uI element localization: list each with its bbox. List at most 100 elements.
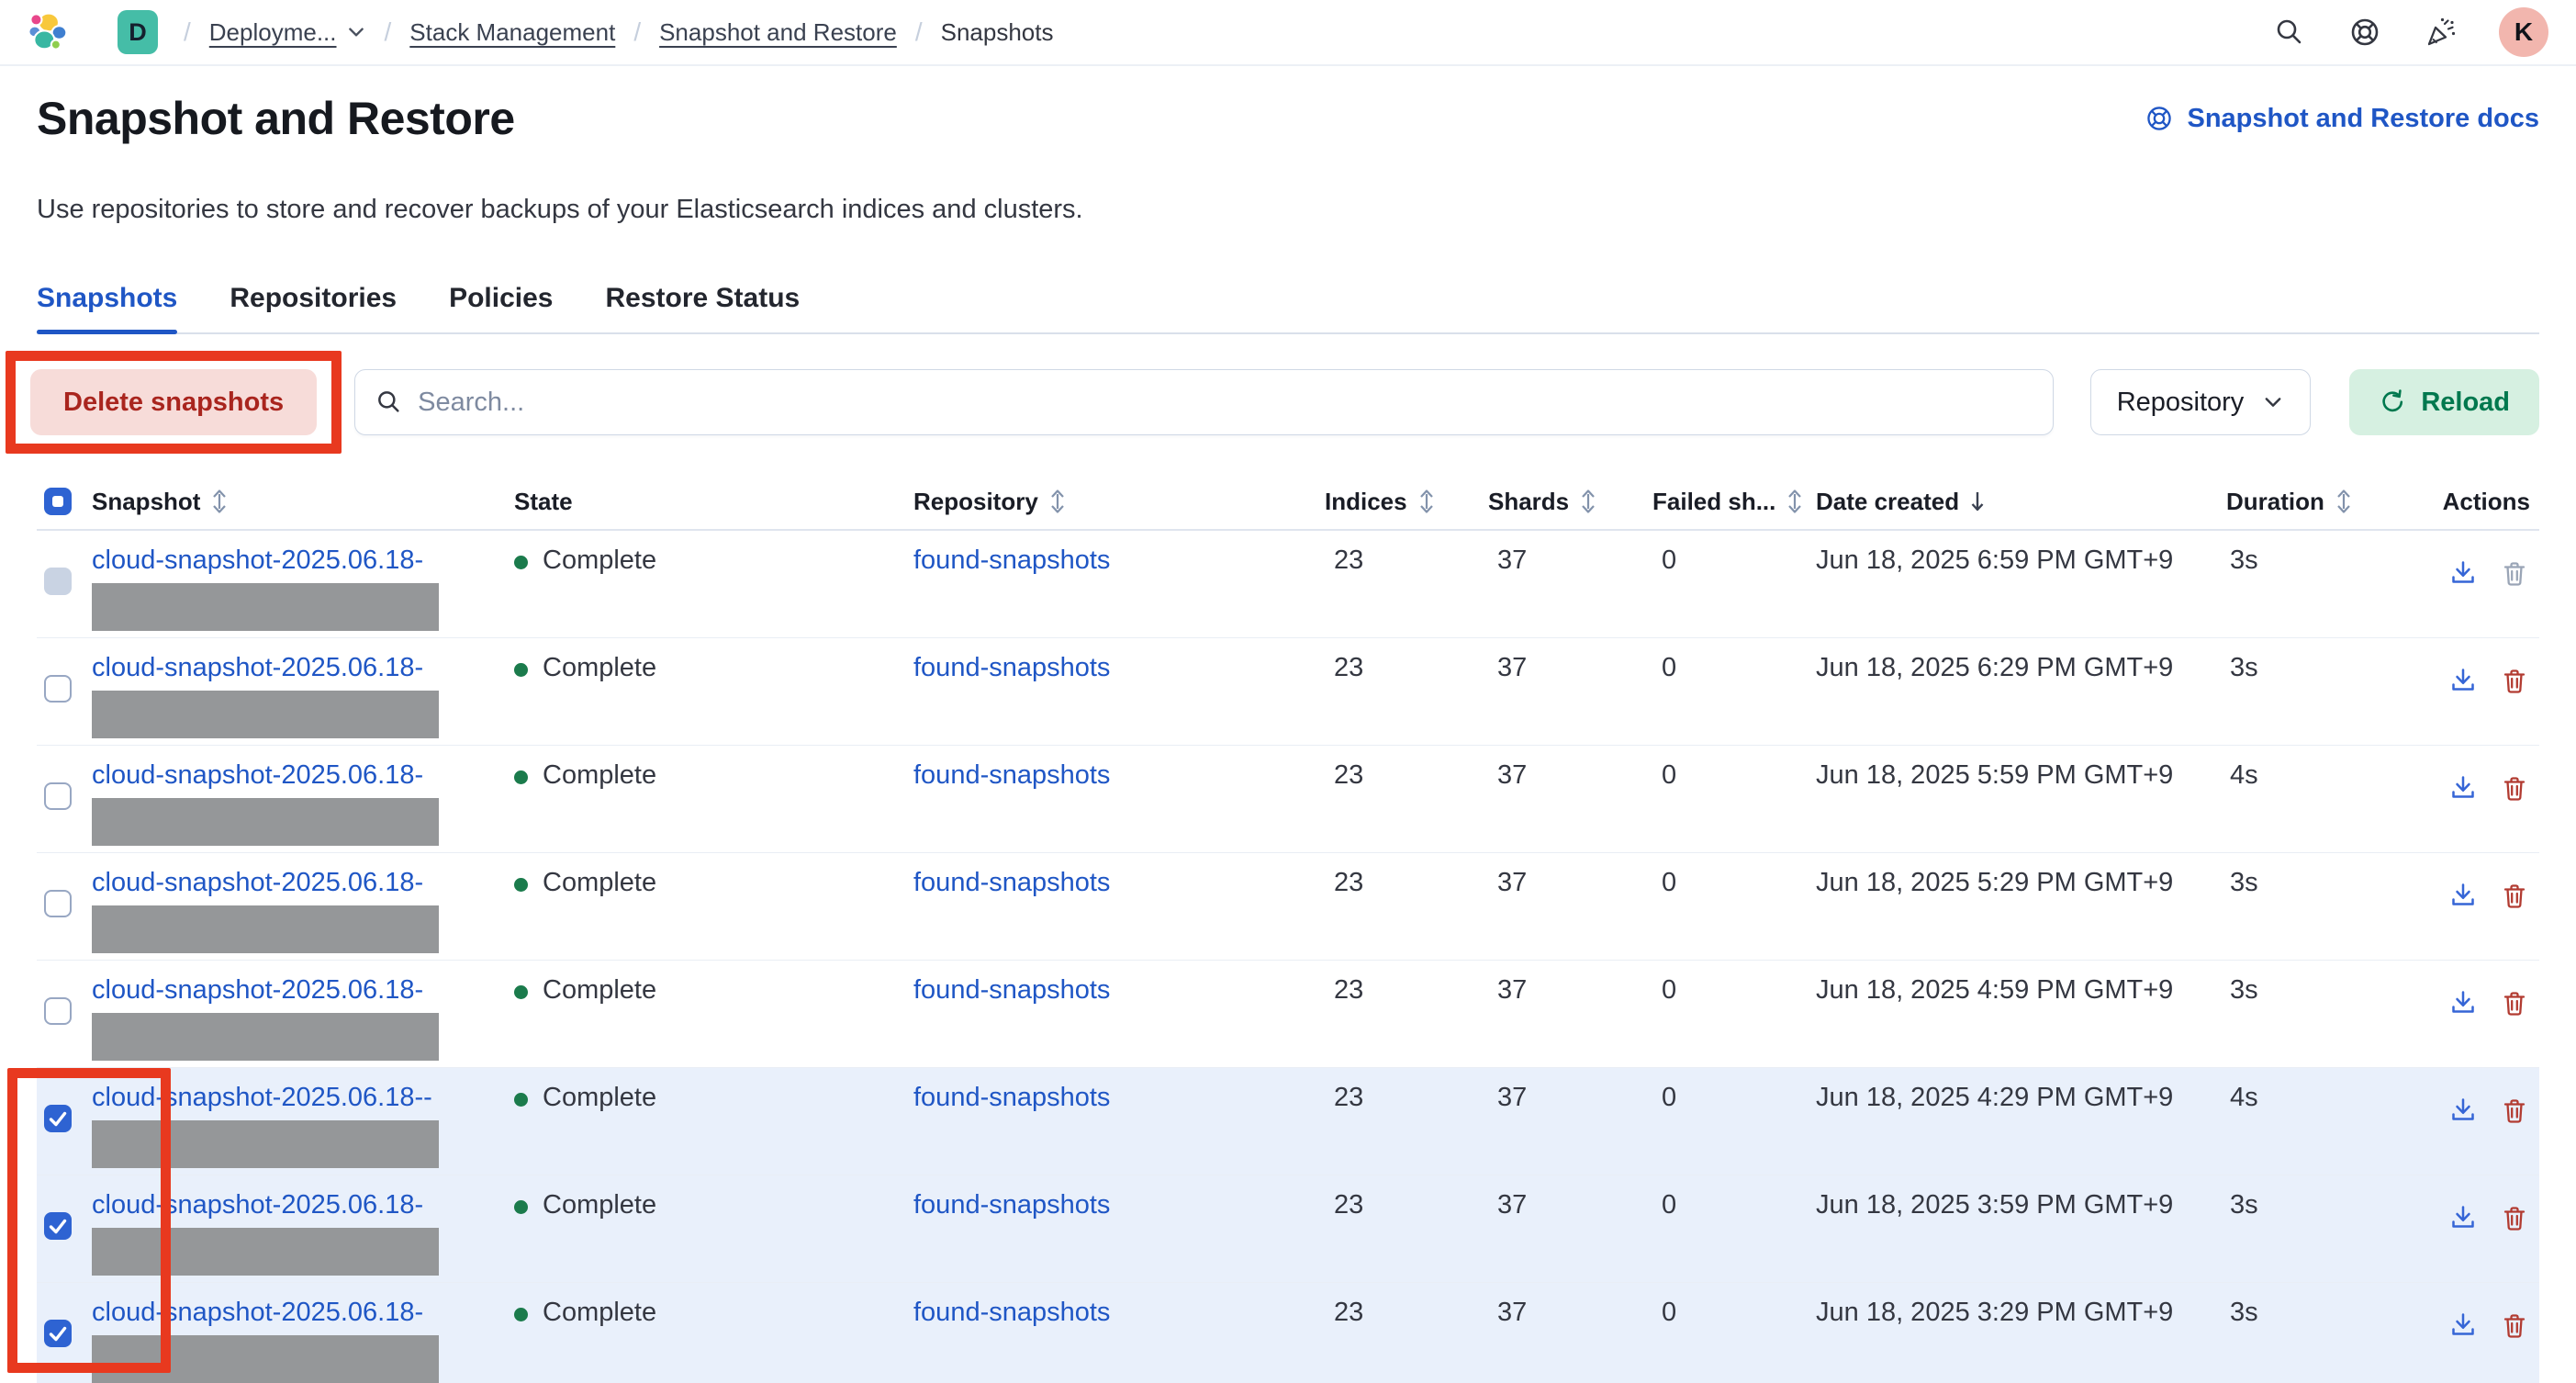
row-checkbox[interactable] — [44, 568, 72, 595]
table-row: cloud-snapshot-2025.06.18- Complete foun… — [37, 961, 2539, 1068]
redaction-bar — [92, 691, 439, 738]
repository-link[interactable]: found-snapshots — [913, 868, 1111, 897]
breadcrumb-separator: / — [914, 17, 923, 46]
state-cell: Complete — [514, 746, 913, 852]
row-checkbox-cell — [37, 961, 92, 1067]
column-header-indices[interactable]: Indices — [1325, 488, 1488, 516]
actions-cell — [2442, 1068, 2539, 1175]
column-header-shards[interactable]: Shards — [1488, 488, 1652, 516]
delete-snapshot-icon[interactable] — [2499, 666, 2530, 697]
column-label: Failed sh... — [1652, 487, 1776, 515]
repository-filter-dropdown[interactable]: Repository — [2089, 369, 2312, 435]
delete-snapshot-icon[interactable] — [2499, 1310, 2530, 1342]
repository-link[interactable]: found-snapshots — [913, 760, 1111, 790]
column-header-duration[interactable]: Duration — [2226, 488, 2442, 516]
breadcrumb-deployment[interactable]: Deployme... — [209, 18, 366, 47]
reload-button[interactable]: Reload — [2349, 369, 2539, 435]
search-input[interactable] — [354, 369, 2054, 435]
delete-snapshot-icon[interactable] — [2499, 988, 2530, 1019]
repository-link[interactable]: found-snapshots — [913, 1190, 1111, 1220]
delete-snapshot-icon[interactable] — [2499, 1203, 2530, 1234]
docs-link[interactable]: Snapshot and Restore docs — [2145, 104, 2539, 134]
state-label: Complete — [543, 1190, 657, 1220]
delete-snapshots-button[interactable]: Delete snapshots — [30, 369, 318, 435]
breadcrumb-snapshots: Snapshots — [940, 17, 1054, 46]
select-all-checkbox[interactable] — [44, 488, 72, 515]
deployment-badge[interactable]: D — [118, 10, 158, 54]
failed-shards-cell: 0 — [1662, 1083, 1677, 1112]
indices-cell: 23 — [1334, 1298, 1364, 1327]
redaction-bar — [92, 798, 439, 846]
snapshot-link[interactable]: cloud-snapshot-2025.06.18- — [92, 545, 424, 575]
sort-both-icon — [1788, 489, 1802, 513]
row-checkbox[interactable] — [44, 890, 72, 917]
row-checkbox[interactable] — [44, 1212, 72, 1240]
download-snapshot-icon[interactable] — [2447, 881, 2479, 912]
search-icon[interactable] — [2273, 16, 2306, 49]
sort-both-icon — [1419, 489, 1433, 513]
repository-cell: found-snapshots — [913, 961, 1325, 1067]
tab-snapshots[interactable]: Snapshots — [37, 283, 178, 334]
table-row: cloud-snapshot-2025.06.18- Complete foun… — [37, 1283, 2539, 1383]
snapshot-link[interactable]: cloud-snapshot-2025.06.18- — [92, 868, 424, 897]
delete-snapshot-icon[interactable] — [2499, 558, 2530, 590]
date-created-cell: Jun 18, 2025 5:59 PM GMT+9 — [1816, 760, 2174, 790]
delete-snapshot-icon[interactable] — [2499, 773, 2530, 804]
snapshot-link[interactable]: cloud-snapshot-2025.06.18- — [92, 653, 424, 682]
download-snapshot-icon[interactable] — [2447, 1096, 2479, 1127]
download-snapshot-icon[interactable] — [2447, 1310, 2479, 1342]
repository-link[interactable]: found-snapshots — [913, 545, 1111, 575]
download-snapshot-icon[interactable] — [2447, 666, 2479, 697]
column-header-date-created[interactable]: Date created — [1816, 488, 2226, 516]
indices-cell: 23 — [1334, 868, 1364, 897]
user-avatar[interactable]: K — [2499, 7, 2548, 57]
row-checkbox[interactable] — [44, 675, 72, 703]
failed-shards-cell: 0 — [1662, 653, 1677, 682]
failed-shards-cell: 0 — [1662, 1190, 1677, 1220]
duration-cell: 3s — [2230, 975, 2258, 1005]
snapshot-link[interactable]: cloud-snapshot-2025.06.18- — [92, 1298, 424, 1327]
row-checkbox[interactable] — [44, 782, 72, 810]
repository-link[interactable]: found-snapshots — [913, 1298, 1111, 1327]
download-snapshot-icon[interactable] — [2447, 1203, 2479, 1234]
download-snapshot-icon[interactable] — [2447, 773, 2479, 804]
snapshot-link[interactable]: cloud-snapshot-2025.06.18- — [92, 975, 424, 1005]
table-row: cloud-snapshot-2025.06.18- Complete foun… — [37, 853, 2539, 961]
delete-snapshot-icon[interactable] — [2499, 1096, 2530, 1127]
download-snapshot-icon[interactable] — [2447, 558, 2479, 590]
page-title: Snapshot and Restore — [37, 93, 515, 144]
repository-link[interactable]: found-snapshots — [913, 975, 1111, 1005]
row-checkbox[interactable] — [44, 997, 72, 1025]
tab-repositories[interactable]: Repositories — [230, 283, 398, 313]
breadcrumb-snapshot-restore[interactable]: Snapshot and Restore — [659, 17, 897, 46]
redaction-bar — [92, 1013, 439, 1061]
help-icon[interactable] — [2348, 16, 2381, 49]
tab-restore-status[interactable]: Restore Status — [605, 283, 801, 313]
tab-policies[interactable]: Policies — [449, 283, 554, 313]
column-header-snapshot[interactable]: Snapshot — [92, 488, 514, 516]
row-checkbox[interactable] — [44, 1105, 72, 1132]
delete-snapshot-icon[interactable] — [2499, 881, 2530, 912]
column-header-state: State — [514, 488, 913, 516]
row-checkbox[interactable] — [44, 1320, 72, 1347]
state-label: Complete — [543, 545, 657, 575]
repository-link[interactable]: found-snapshots — [913, 653, 1111, 682]
column-label: Repository — [913, 487, 1038, 515]
column-label: Snapshot — [92, 487, 201, 515]
date-created-cell: Jun 18, 2025 3:29 PM GMT+9 — [1816, 1298, 2174, 1327]
column-label: Duration — [2226, 487, 2324, 515]
elastic-logo-icon[interactable] — [28, 11, 70, 53]
shards-cell: 37 — [1497, 1190, 1528, 1220]
column-header-repository[interactable]: Repository — [913, 488, 1325, 516]
snapshot-link[interactable]: cloud-snapshot-2025.06.18-- — [92, 1083, 432, 1112]
column-header-failed-shards[interactable]: Failed sh... — [1652, 488, 1816, 516]
news-feed-icon[interactable] — [2424, 16, 2457, 49]
snapshot-link[interactable]: cloud-snapshot-2025.06.18- — [92, 1190, 424, 1220]
download-snapshot-icon[interactable] — [2447, 988, 2479, 1019]
date-created-cell: Jun 18, 2025 6:59 PM GMT+9 — [1816, 545, 2174, 575]
repository-link[interactable]: found-snapshots — [913, 1083, 1111, 1112]
snapshot-link[interactable]: cloud-snapshot-2025.06.18- — [92, 760, 424, 790]
checkmark-icon — [49, 1219, 67, 1234]
table-header-row: Snapshot State Repository — [37, 474, 2539, 531]
breadcrumb-stack-management[interactable]: Stack Management — [409, 17, 616, 46]
